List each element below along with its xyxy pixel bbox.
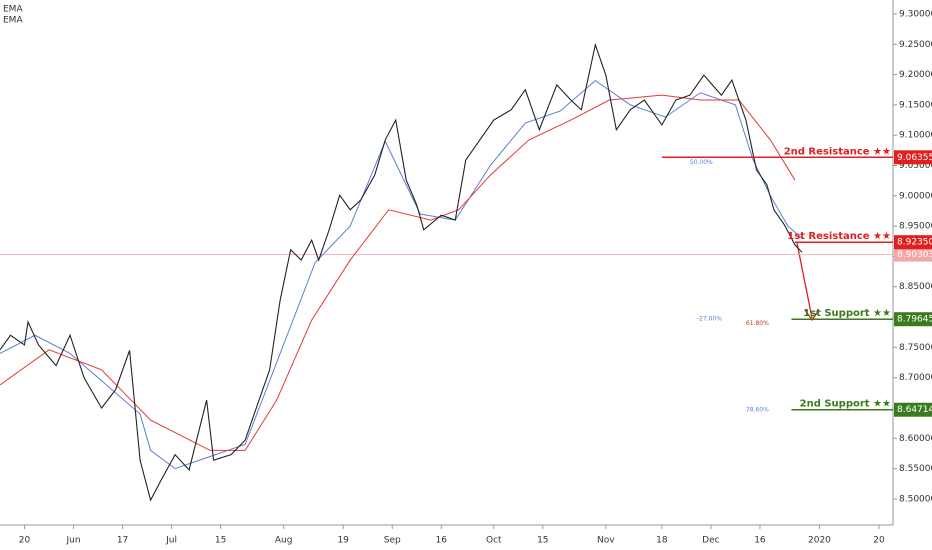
y-tick-label: 8.50000	[899, 494, 932, 504]
y-tick-label: 9.30000	[899, 9, 932, 19]
x-tick-label: 17	[117, 536, 128, 546]
level-tag	[894, 312, 932, 327]
x-tick-label: 18	[656, 536, 668, 546]
y-tick-label: 9.25000	[899, 40, 932, 50]
level-price: 8.92350	[897, 238, 932, 248]
x-tick-label: 2020	[808, 536, 831, 546]
y-tick-label: 8.70000	[899, 373, 932, 383]
level-name: 2nd Resistance ★★	[784, 146, 891, 157]
last-price-tag	[894, 247, 932, 262]
ema-line	[0, 94, 796, 451]
y-tick-label: 9.15000	[899, 100, 932, 110]
ema-line	[0, 79, 803, 470]
level-tag	[894, 150, 932, 165]
fib-label: 61.80%	[746, 320, 769, 327]
y-tick-label: 8.60000	[899, 434, 932, 444]
fib-label: 50.00%	[690, 159, 713, 166]
price-line	[0, 42, 803, 502]
x-tick-label: 15	[537, 536, 548, 546]
level-price: 8.79645	[897, 315, 932, 325]
fib-label: -27.00%	[697, 315, 722, 322]
arrow-head	[804, 309, 820, 322]
y-tick-label: 8.85000	[899, 282, 932, 292]
y-tick-label: 9.20000	[899, 70, 932, 80]
x-tick-label: Jul	[165, 536, 177, 546]
y-tick-label: 9.10000	[899, 131, 932, 141]
level-name: 1st Resistance ★★	[787, 231, 891, 242]
y-tick-label: 8.75000	[899, 343, 932, 353]
last-price-label: 8.90303	[897, 250, 932, 260]
x-tick-label: 19	[337, 536, 349, 546]
x-tick-label: 20	[873, 536, 885, 546]
level-price: 9.06355	[897, 153, 932, 163]
x-tick-label: 16	[436, 536, 448, 546]
level-tag	[894, 235, 932, 250]
y-tick-label: 9.00000	[899, 191, 932, 201]
level-name: 1st Support ★★	[803, 308, 891, 319]
x-tick-label: Oct	[486, 536, 502, 546]
level-price: 8.64714	[897, 405, 932, 415]
x-tick-label: Jun	[66, 536, 81, 546]
x-tick-label: Nov	[597, 536, 615, 546]
x-tick-label: 20	[19, 536, 31, 546]
x-tick-label: 16	[754, 536, 766, 546]
legend-entry: EMA	[3, 16, 23, 26]
arrow	[796, 242, 813, 319]
x-tick-label: Aug	[275, 536, 293, 546]
x-tick-label: Sep	[384, 536, 401, 546]
x-tick-label: Dec	[702, 536, 719, 546]
level-tag	[894, 402, 932, 417]
y-tick-label: 9.05000	[899, 161, 932, 171]
legend-entry: EMA	[3, 5, 23, 15]
y-tick-label: 8.55000	[899, 464, 932, 474]
fib-label: 78.60%	[746, 406, 769, 413]
x-tick-label: 15	[215, 536, 226, 546]
level-name: 2nd Support ★★	[800, 399, 891, 410]
y-tick-label: 8.95000	[899, 222, 932, 232]
